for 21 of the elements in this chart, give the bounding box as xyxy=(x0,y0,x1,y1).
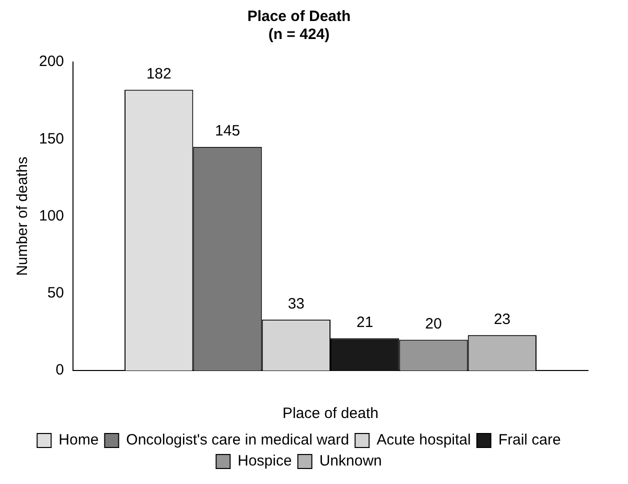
data-label: 20 xyxy=(425,315,442,332)
y-tick-label: 50 xyxy=(47,284,64,302)
chart-title: Place of Death xyxy=(247,8,351,26)
legend-label: Frail care xyxy=(498,432,561,449)
data-label: 33 xyxy=(288,295,305,312)
y-axis-title: Number of deaths xyxy=(14,156,32,276)
legend-label: Hospice xyxy=(238,452,292,470)
y-tick-label: 100 xyxy=(38,207,64,224)
data-label: 21 xyxy=(356,314,374,331)
y-tick-label: 200 xyxy=(38,53,64,70)
y-tick-label: 150 xyxy=(38,130,64,148)
data-label: 182 xyxy=(146,65,172,82)
legend-label: Home xyxy=(58,432,99,449)
data-label: 23 xyxy=(494,310,511,328)
chart-subtitle: (n = 424) xyxy=(268,26,330,44)
data-label: 145 xyxy=(215,122,240,140)
legend-label: Acute hospital xyxy=(376,432,471,449)
legend-label: Oncologist's care in medical ward xyxy=(126,432,350,449)
legend-label: Unknown xyxy=(319,452,382,470)
x-axis-title: Place of death xyxy=(282,405,378,422)
y-tick-label: 0 xyxy=(56,362,64,379)
